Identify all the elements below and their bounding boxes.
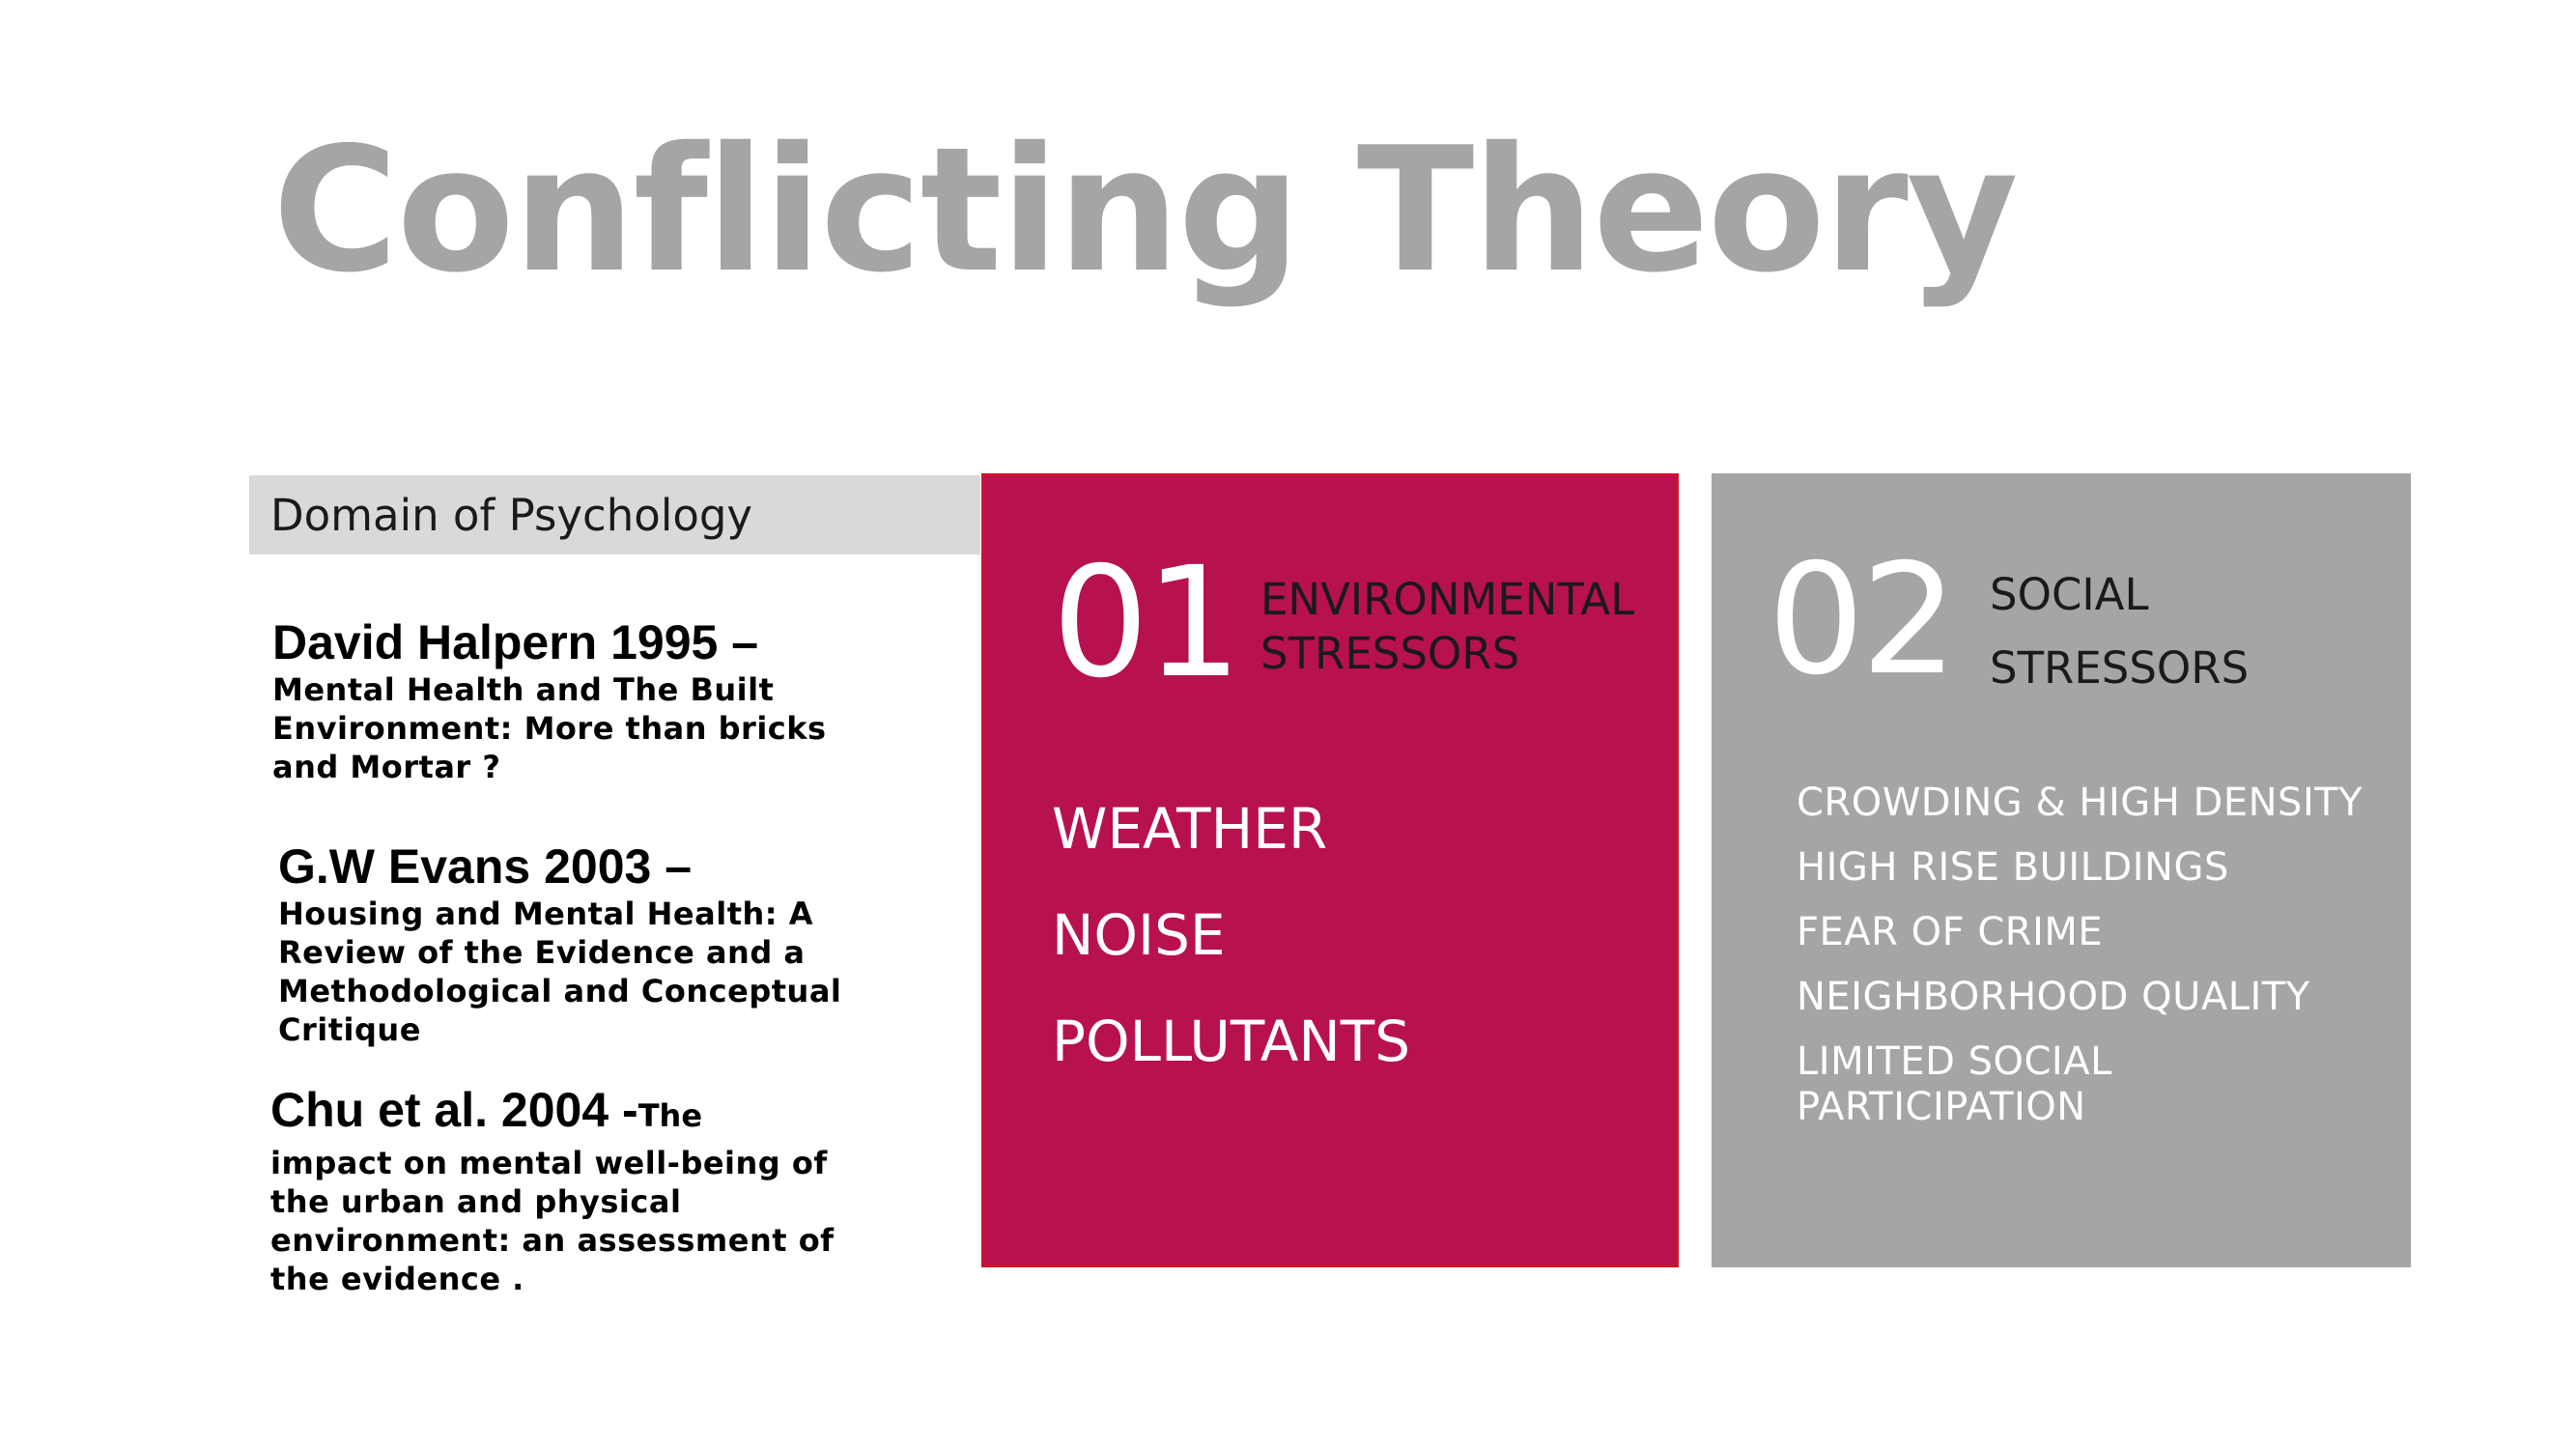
domain-bar: Domain of Psychology bbox=[249, 475, 980, 554]
list-item: FEAR OF CRIME bbox=[1797, 910, 2104, 954]
reference-title-start: The bbox=[637, 1097, 703, 1134]
panel-number: 02 bbox=[1768, 531, 1958, 709]
environmental-stressors-panel: 01 ENVIRONMENTAL STRESSORS WEATHER NOISE… bbox=[981, 473, 1679, 1267]
reference-halpern: David Halpern 1995 – Mental Health and T… bbox=[272, 614, 891, 786]
reference-evans: G.W Evans 2003 – Housing and Mental Heal… bbox=[278, 838, 896, 1049]
panel-heading-line-1: ENVIRONMENTAL bbox=[1260, 574, 1635, 625]
reference-heading: G.W Evans 2003 – bbox=[278, 839, 693, 894]
panel-heading-line-1: SOCIAL bbox=[1990, 569, 2149, 620]
slide-title: Conflicting Theory bbox=[272, 110, 2019, 310]
domain-label: Domain of Psychology bbox=[270, 490, 753, 541]
list-item: WEATHER bbox=[1052, 796, 1328, 862]
list-item: HIGH RISE BUILDINGS bbox=[1797, 845, 2229, 890]
list-item: POLLUTANTS bbox=[1052, 1009, 1411, 1074]
reference-title: Mental Health and The Built Environment:… bbox=[272, 671, 827, 785]
reference-heading-line: Chu et al. 2004 -The bbox=[270, 1082, 889, 1144]
reference-heading: David Halpern 1995 – bbox=[272, 615, 759, 669]
social-stressor-list: CROWDING & HIGH DENSITY HIGH RISE BUILDI… bbox=[1797, 781, 2395, 1150]
list-item: CROWDING & HIGH DENSITY bbox=[1797, 781, 2364, 825]
panel-heading-line-2: STRESSORS bbox=[1260, 628, 1520, 679]
panel-heading-line-2: STRESSORS bbox=[1990, 642, 2250, 694]
reference-heading: Chu et al. 2004 - bbox=[270, 1083, 638, 1137]
list-item: LIMITED SOCIAL PARTICIPATION bbox=[1797, 1039, 2112, 1129]
reference-chu: Chu et al. 2004 -The impact on mental we… bbox=[270, 1082, 889, 1298]
panel-heading: ENVIRONMENTAL STRESSORS bbox=[1260, 573, 1634, 681]
panel-number: 01 bbox=[1052, 534, 1242, 712]
reference-title: Housing and Mental Health: A Review of t… bbox=[278, 895, 842, 1048]
reference-title: impact on mental well-being of the urban… bbox=[270, 1145, 835, 1297]
list-item: NOISE bbox=[1052, 902, 1226, 968]
list-item: NEIGHBORHOOD QUALITY bbox=[1797, 975, 2310, 1019]
social-stressors-panel: 02 SOCIAL STRESSORS CROWDING & HIGH DENS… bbox=[1712, 473, 2411, 1267]
environmental-stressor-list: WEATHER NOISE POLLUTANTS bbox=[1052, 776, 1410, 1094]
panel-heading: SOCIAL STRESSORS bbox=[1990, 558, 2249, 705]
